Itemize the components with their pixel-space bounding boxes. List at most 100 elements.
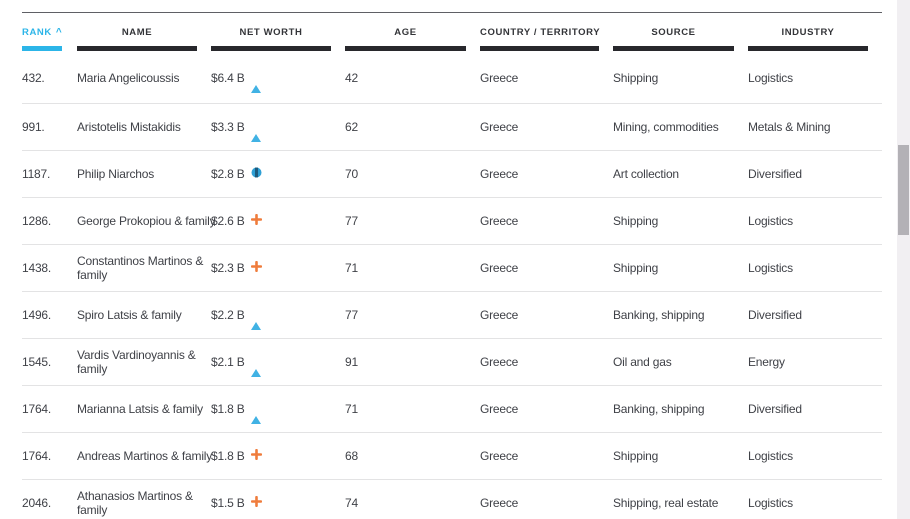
cell-industry: Logistics: [748, 261, 793, 275]
cell-name[interactable]: Aristotelis Mistakidis: [77, 120, 211, 134]
net-worth-up-icon: [250, 120, 261, 142]
cell-net-worth: $2.3 B: [211, 260, 345, 275]
person-name: Vardis Vardinoyannis &: [77, 348, 196, 362]
net-worth-up-icon: [250, 402, 261, 424]
cell-net-worth: $1.5 B: [211, 495, 345, 510]
cell-net-worth: $2.8 B: [211, 167, 345, 181]
cell-source: Shipping: [613, 261, 659, 275]
table-row[interactable]: 991. Aristotelis Mistakidis $3.3 B 62 Gr…: [22, 104, 882, 151]
cell-country: Greece: [480, 449, 519, 463]
column-header-label: SOURCE: [651, 27, 696, 38]
net-worth-new-icon: [250, 260, 262, 275]
cell-source: Shipping: [613, 214, 659, 228]
column-header-label: NET WORTH: [239, 27, 303, 38]
column-header-industry[interactable]: INDUSTRY: [748, 26, 882, 51]
cell-source: Banking, shipping: [613, 308, 705, 322]
cell-industry: Diversified: [748, 167, 802, 181]
cell-net-worth: $3.3 B: [211, 120, 345, 142]
net-worth-value: $3.3 B: [211, 120, 245, 134]
cell-country: Greece: [480, 167, 519, 181]
column-header-underline: [22, 46, 62, 51]
table-row[interactable]: 1764. Marianna Latsis & family $1.8 B 71…: [22, 386, 882, 433]
table-body: 432. Maria Angelicoussis $6.4 B 42 Greec…: [22, 52, 882, 519]
table-row[interactable]: 432. Maria Angelicoussis $6.4 B 42 Greec…: [22, 52, 882, 104]
cell-industry: Logistics: [748, 70, 793, 85]
cell-age: 77: [345, 214, 358, 228]
cell-age: 62: [345, 120, 358, 134]
column-header-underline: [613, 46, 734, 51]
column-header-source[interactable]: SOURCE: [613, 26, 748, 51]
net-worth-up-icon: [250, 70, 261, 93]
cell-industry: Logistics: [748, 496, 793, 510]
cell-name[interactable]: George Prokopiou & family: [77, 214, 216, 228]
cell-age: 74: [345, 496, 358, 510]
cell-rank: 432.: [22, 70, 45, 85]
cell-rank: 2046.: [22, 496, 52, 510]
cell-industry: Metals & Mining: [748, 120, 831, 134]
net-worth-up-icon: [250, 308, 261, 330]
net-worth-value: $2.3 B: [211, 261, 245, 275]
cell-industry: Diversified: [748, 308, 802, 322]
column-header-country[interactable]: COUNTRY / TERRITORY: [480, 26, 613, 51]
net-worth-value: $1.8 B: [211, 449, 245, 463]
table-row[interactable]: 1187. Philip Niarchos $2.8 B 70 Greece A…: [22, 151, 882, 198]
cell-name[interactable]: Vardis Vardinoyannis & family: [77, 348, 211, 376]
cell-source: Shipping: [613, 449, 659, 463]
cell-industry: Energy: [748, 355, 785, 369]
person-name: George Prokopiou & family: [77, 214, 216, 228]
net-worth-value: $2.8 B: [211, 167, 245, 181]
column-header-rank[interactable]: RANK ^: [22, 26, 77, 51]
cell-country: Greece: [480, 402, 519, 416]
person-name: Marianna Latsis & family: [77, 402, 203, 416]
person-name: Athanasios Martinos &: [77, 489, 193, 503]
net-worth-value: $1.8 B: [211, 402, 245, 416]
scrollbar-thumb[interactable]: [898, 145, 909, 235]
column-header-name[interactable]: NAME: [77, 26, 211, 51]
column-header-label: RANK ^: [22, 27, 63, 38]
cell-name[interactable]: Marianna Latsis & family: [77, 402, 211, 416]
cell-age: 91: [345, 355, 358, 369]
cell-name[interactable]: Constantinos Martinos & family: [77, 254, 211, 282]
cell-net-worth: $6.4 B: [211, 70, 345, 93]
cell-country: Greece: [480, 70, 519, 85]
cell-source: Shipping: [613, 70, 659, 85]
net-worth-value: $2.6 B: [211, 214, 245, 228]
table-row[interactable]: 1545. Vardis Vardinoyannis & family $2.1 …: [22, 339, 882, 386]
cell-age: 68: [345, 449, 358, 463]
person-name: family: [77, 268, 108, 282]
table-row[interactable]: 1764. Andreas Martinos & family $1.8 B 6…: [22, 433, 882, 480]
person-name: Maria Angelicoussis: [77, 70, 180, 85]
cell-name[interactable]: Athanasios Martinos & family: [77, 489, 211, 517]
column-header-age[interactable]: AGE: [345, 26, 480, 51]
cell-rank: 1438.: [22, 261, 52, 275]
cell-name[interactable]: Philip Niarchos: [77, 167, 211, 181]
net-worth-value: $1.5 B: [211, 496, 245, 510]
table-row[interactable]: 1496. Spiro Latsis & family $2.2 B 77 Gr…: [22, 292, 882, 339]
cell-name[interactable]: Maria Angelicoussis: [77, 71, 211, 85]
table-header-row: RANK ^ NAME NET WORTH AGE COUNTRY / TERRI…: [22, 26, 882, 51]
table-row[interactable]: 1286. George Prokopiou & family $2.6 B 7…: [22, 198, 882, 245]
net-worth-value: $6.4 B: [211, 70, 245, 85]
cell-name[interactable]: Spiro Latsis & family: [77, 308, 211, 322]
cell-industry: Logistics: [748, 449, 793, 463]
cell-age: 70: [345, 167, 358, 181]
cell-net-worth: $1.8 B: [211, 448, 345, 463]
column-header-label: COUNTRY / TERRITORY: [480, 27, 601, 38]
column-header-net_worth[interactable]: NET WORTH: [211, 26, 345, 51]
net-worth-up-icon: [250, 355, 261, 377]
cell-rank: 1545.: [22, 355, 52, 369]
cell-rank: 1286.: [22, 214, 52, 228]
table-top-rule: [22, 12, 882, 13]
table-row[interactable]: 1438. Constantinos Martinos & family $2.3…: [22, 245, 882, 292]
person-name: family: [77, 362, 108, 376]
column-header-underline: [480, 46, 599, 51]
table-row[interactable]: 2046. Athanasios Martinos & family $1.5 B…: [22, 480, 882, 519]
cell-name[interactable]: Andreas Martinos & family: [77, 449, 212, 463]
cell-rank: 1187.: [22, 167, 51, 181]
cell-source: Art collection: [613, 167, 679, 181]
person-name: family: [77, 503, 108, 517]
cell-rank: 1496.: [22, 308, 52, 322]
cell-rank: 1764.: [22, 402, 52, 416]
vertical-scrollbar[interactable]: [897, 0, 910, 519]
